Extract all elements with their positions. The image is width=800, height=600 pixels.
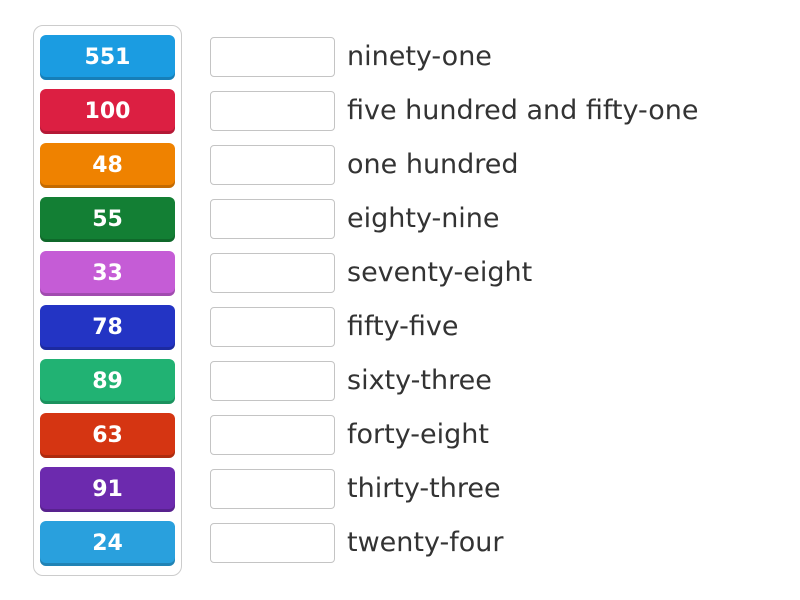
answer-tile[interactable]: 33 [40, 251, 175, 296]
match-label: twenty-four [347, 527, 504, 558]
match-label: one hundred [347, 149, 519, 180]
match-row: one hundred [210, 142, 699, 187]
match-row: seventy-eight [210, 250, 699, 295]
answer-tile[interactable]: 63 [40, 413, 175, 458]
drop-target[interactable] [210, 90, 335, 131]
drop-target[interactable] [210, 468, 335, 509]
answer-tile[interactable]: 48 [40, 143, 175, 188]
answer-tile[interactable]: 89 [40, 359, 175, 404]
drop-target[interactable] [210, 144, 335, 185]
match-row: sixty-three [210, 358, 699, 403]
match-label: seventy-eight [347, 257, 533, 288]
drop-target[interactable] [210, 414, 335, 455]
match-list: ninety-one five hundred and fifty-one one … [210, 34, 699, 565]
match-row: eighty-nine [210, 196, 699, 241]
answer-tile[interactable]: 78 [40, 305, 175, 350]
drop-target[interactable] [210, 36, 335, 77]
drop-target[interactable] [210, 360, 335, 401]
answer-tiles-panel: 551 100 48 55 33 78 89 63 91 24 [33, 25, 182, 576]
match-label: sixty-three [347, 365, 492, 396]
answer-tile[interactable]: 24 [40, 521, 175, 566]
match-row: twenty-four [210, 520, 699, 565]
match-label: forty-eight [347, 419, 489, 450]
match-label: thirty-three [347, 473, 501, 504]
match-row: five hundred and fifty-one [210, 88, 699, 133]
drop-target[interactable] [210, 522, 335, 563]
match-row: thirty-three [210, 466, 699, 511]
drop-target[interactable] [210, 198, 335, 239]
drop-target[interactable] [210, 306, 335, 347]
match-label: fifty-five [347, 311, 459, 342]
answer-tile[interactable]: 91 [40, 467, 175, 512]
match-label: five hundred and fifty-one [347, 95, 699, 126]
match-row: ninety-one [210, 34, 699, 79]
drop-target[interactable] [210, 252, 335, 293]
match-row: forty-eight [210, 412, 699, 457]
answer-tile[interactable]: 55 [40, 197, 175, 242]
answer-tile[interactable]: 551 [40, 35, 175, 80]
match-label: eighty-nine [347, 203, 500, 234]
match-label: ninety-one [347, 41, 492, 72]
match-row: fifty-five [210, 304, 699, 349]
answer-tile[interactable]: 100 [40, 89, 175, 134]
